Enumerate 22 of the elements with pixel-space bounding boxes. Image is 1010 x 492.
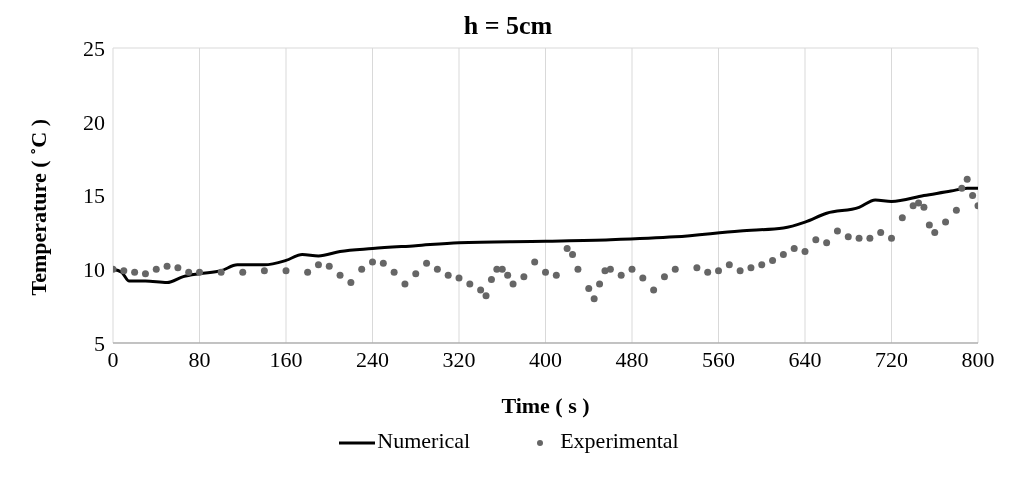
- x-axis-title: Time ( s ): [501, 393, 590, 418]
- x-tick-label: 80: [188, 346, 211, 372]
- x-tick-label: 720: [875, 346, 908, 372]
- y-tick-label: 20: [83, 109, 105, 135]
- x-tick-label: 560: [702, 346, 735, 372]
- y-tick-label: 15: [83, 183, 105, 209]
- x-tick-label: 320: [442, 346, 476, 372]
- chart-title: h = 5cm: [463, 11, 553, 40]
- y-axis-title: Temperature ( ˚C ): [25, 118, 51, 296]
- x-tick-label: 0: [107, 346, 119, 372]
- x-tick-label: 400: [529, 346, 562, 372]
- y-tick-label: 5: [94, 330, 105, 356]
- legend-label: Numerical: [376, 428, 471, 454]
- y-tick-label: 25: [83, 35, 105, 61]
- legend-label: Experimental: [559, 428, 679, 454]
- x-tick-label: 160: [269, 346, 303, 372]
- x-tick-label: 480: [615, 346, 649, 372]
- y-tick-label: 10: [83, 257, 105, 283]
- x-tick-label: 240: [356, 346, 389, 372]
- line-series: [113, 186, 978, 285]
- x-tick-label: 800: [961, 346, 995, 372]
- x-tick-label: 640: [788, 346, 822, 372]
